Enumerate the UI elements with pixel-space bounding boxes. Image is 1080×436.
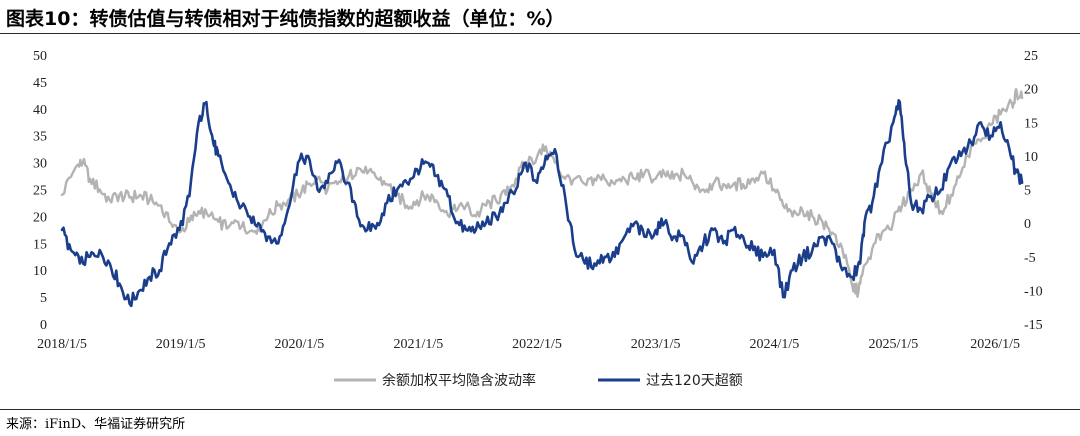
- bottom-rule: [0, 409, 1080, 410]
- series-lines: [60, 88, 1024, 308]
- right-tick-label: 15: [1024, 116, 1038, 131]
- right-tick-label: 0: [1024, 217, 1031, 232]
- left-tick-label: 0: [40, 318, 47, 333]
- right-tick-label: -10: [1024, 284, 1043, 299]
- x-tick-label: 2020/1/5: [274, 337, 324, 352]
- x-tick-label: 2026/1/5: [970, 337, 1020, 352]
- legend: 余额加权平均隐含波动率 过去120天超额: [334, 372, 743, 389]
- right-tick-label: 10: [1024, 150, 1038, 165]
- x-tick-label: 2025/1/5: [868, 337, 918, 352]
- left-tick-label: 30: [33, 157, 47, 172]
- source-note: 来源：iFinD、华福证券研究所: [6, 417, 186, 432]
- x-tick-label: 2021/1/5: [393, 337, 443, 352]
- left-axis-ticks: 0 5 10 15 20 25 30 35 40 45 50: [33, 49, 47, 333]
- left-tick-label: 20: [33, 210, 47, 225]
- right-tick-label: 5: [1024, 184, 1031, 199]
- implied-volatility-line: [60, 88, 1024, 298]
- left-tick-label: 15: [33, 237, 47, 252]
- excess-return-line: [60, 99, 1024, 308]
- right-axis-ticks: -15 -10 -5 0 5 10 15 20 25: [1024, 49, 1043, 333]
- left-tick-label: 35: [33, 130, 47, 145]
- x-axis-ticks: 2018/1/5 2019/1/5 2020/1/5 2021/1/5 2022/1/5…: [37, 337, 1020, 352]
- legend-label-volatility: 余额加权平均隐含波动率: [382, 372, 536, 389]
- left-tick-label: 40: [33, 103, 47, 118]
- right-tick-label: -5: [1024, 251, 1036, 266]
- top-rule: [0, 33, 1080, 34]
- chart-title: 图表10：转债估值与转债相对于纯债指数的超额收益（单位：%）: [6, 8, 565, 30]
- legend-label-excess: 过去120天超额: [646, 373, 743, 389]
- left-tick-label: 10: [33, 264, 47, 279]
- x-tick-label: 2023/1/5: [631, 337, 681, 352]
- x-tick-label: 2019/1/5: [156, 337, 206, 352]
- right-tick-label: 25: [1024, 49, 1038, 64]
- left-tick-label: 5: [40, 291, 47, 306]
- x-tick-label: 2022/1/5: [512, 337, 562, 352]
- left-tick-label: 25: [33, 184, 47, 199]
- x-tick-label: 2018/1/5: [37, 337, 87, 352]
- right-tick-label: 20: [1024, 83, 1038, 98]
- left-tick-label: 45: [33, 76, 47, 91]
- left-tick-label: 50: [33, 49, 47, 64]
- x-tick-label: 2024/1/5: [749, 337, 799, 352]
- right-tick-label: -15: [1024, 318, 1043, 333]
